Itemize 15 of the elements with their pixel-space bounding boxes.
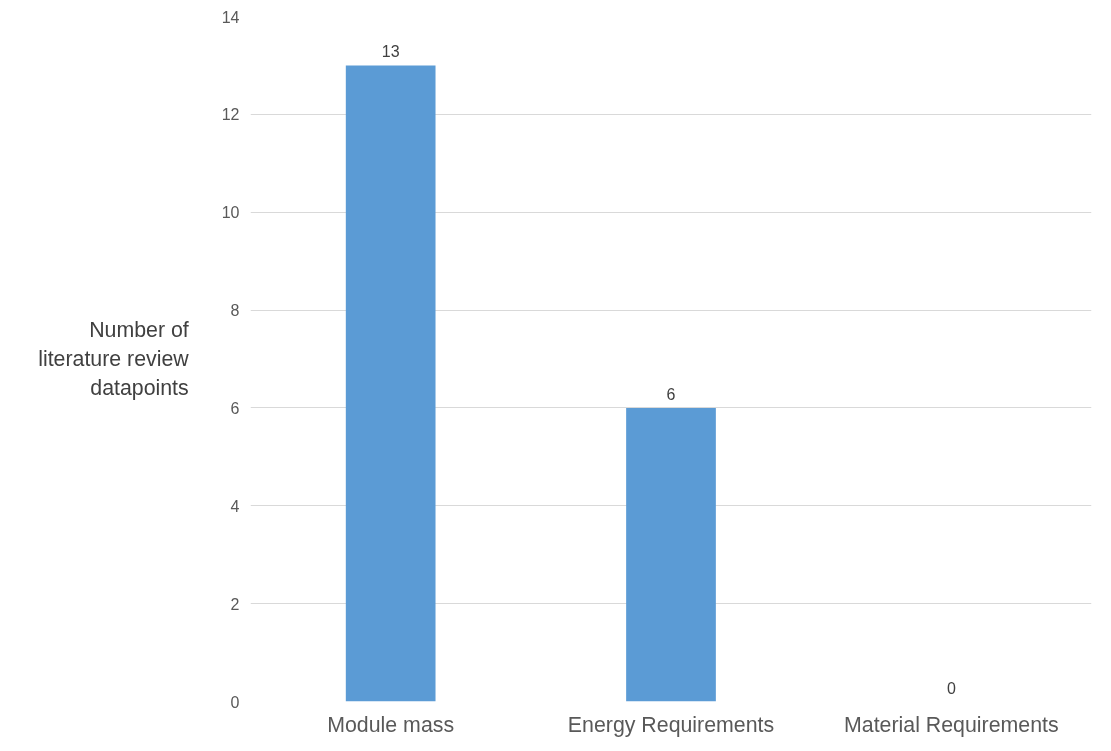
y-tick-label: 6 [230,399,240,417]
y-tick-label: 8 [230,302,240,320]
y-tick-label: 12 [221,106,240,124]
y-tick-label: 4 [230,497,240,515]
y-tick-label: 14 [221,8,240,26]
data-label: 13 [381,43,400,61]
data-label: 0 [946,679,956,697]
data-label: 6 [666,385,676,403]
x-tick-label: Energy Requirements [567,712,775,737]
y-tick-label: 10 [221,204,240,222]
y-tick-label: 0 [230,693,240,711]
x-tick-label: Module mass [327,712,455,737]
x-tick-label: Material Requirements [844,712,1059,737]
y-axis-title: Number of literature review datapoints [38,318,190,400]
y-tick-label: 2 [230,595,240,613]
